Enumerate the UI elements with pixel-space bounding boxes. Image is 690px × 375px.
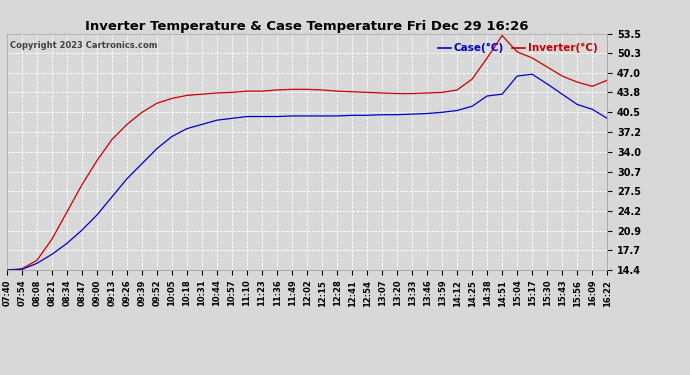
Text: Copyright 2023 Cartronics.com: Copyright 2023 Cartronics.com (10, 41, 157, 50)
Legend: Case(°C), Inverter(°C): Case(°C), Inverter(°C) (434, 39, 602, 57)
Title: Inverter Temperature & Case Temperature Fri Dec 29 16:26: Inverter Temperature & Case Temperature … (86, 20, 529, 33)
